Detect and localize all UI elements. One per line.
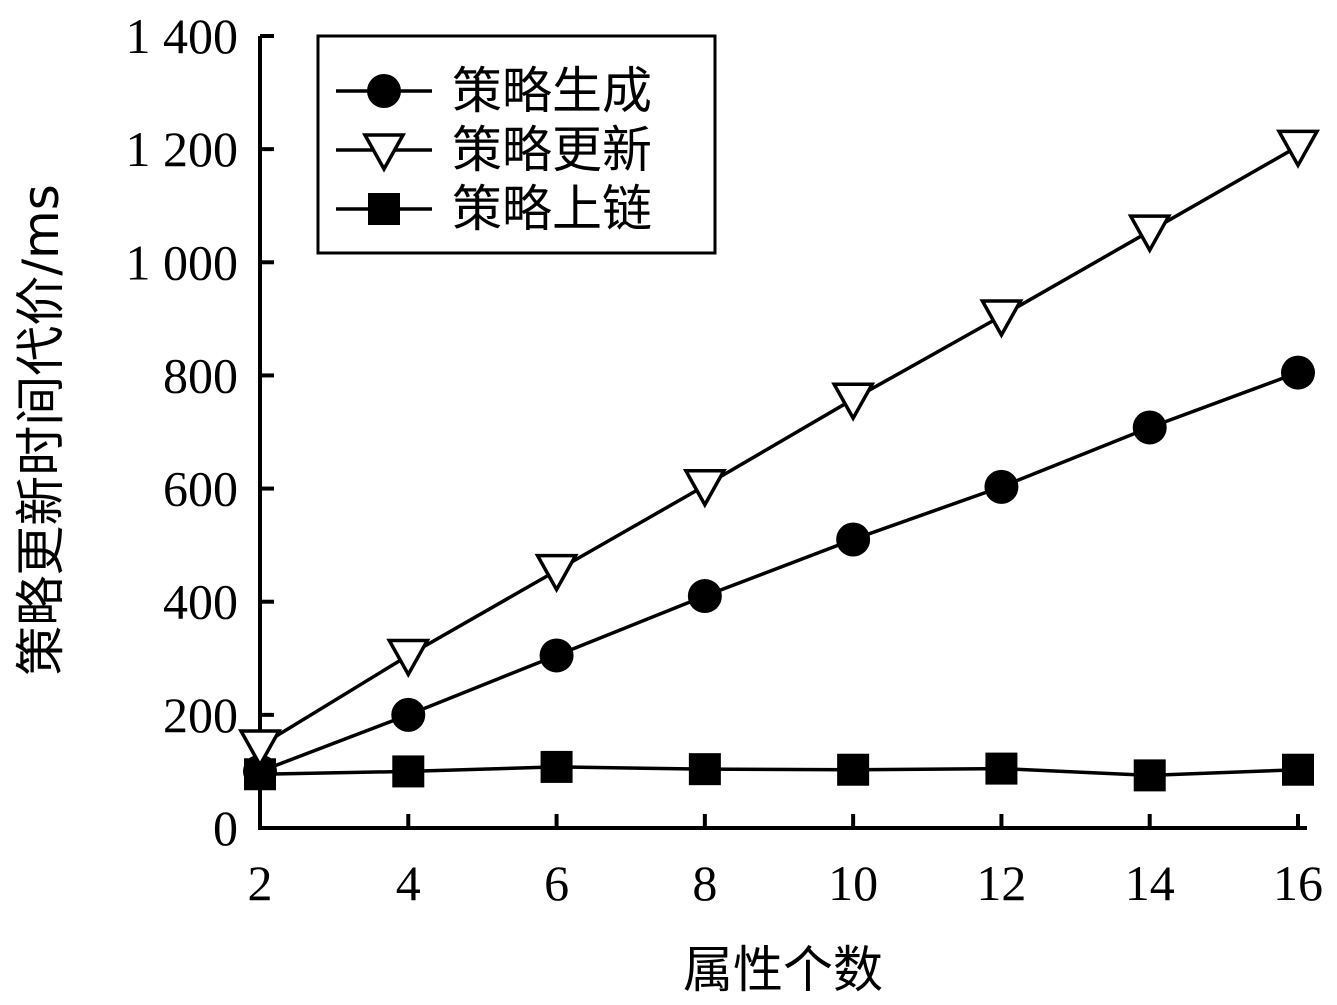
legend-label: 策略上链 xyxy=(452,180,652,238)
x-axis-title: 属性个数 xyxy=(683,941,883,999)
x-tick-label: 12 xyxy=(976,855,1026,911)
y-axis-title: 策略更新时间代价/ms xyxy=(12,184,70,676)
series-3-point xyxy=(688,753,721,786)
series-2-point xyxy=(682,468,727,509)
y-ticks: 0 200 400 600 800 1 000 1 200 1 400 xyxy=(126,8,274,856)
y-tick-label: 400 xyxy=(163,574,238,630)
series-2-point xyxy=(1276,129,1320,169)
legend-label: 策略生成 xyxy=(452,62,652,120)
y-tick-label: 600 xyxy=(163,461,238,517)
series-2-point xyxy=(1127,214,1172,254)
series-2-point xyxy=(534,553,579,594)
y-tick-label: 1 000 xyxy=(126,234,239,290)
series-3-point xyxy=(1133,759,1166,792)
y-tick-label: 1 200 xyxy=(126,121,239,177)
series-1-point xyxy=(1281,355,1315,390)
y-tick-label: 800 xyxy=(163,347,238,403)
series-layer xyxy=(238,129,1320,792)
series-1-point xyxy=(539,638,574,673)
x-tick-label: 14 xyxy=(1125,855,1175,911)
series-line-1 xyxy=(259,370,1299,774)
x-tick-label: 8 xyxy=(692,855,717,911)
series-2-point xyxy=(979,299,1024,339)
x-tick-label: 6 xyxy=(544,855,569,911)
series-1-point xyxy=(243,754,277,789)
legend-marker xyxy=(367,74,401,108)
series-line-3 xyxy=(259,765,1299,778)
x-tick-label: 10 xyxy=(828,855,878,911)
series-1-point xyxy=(687,579,722,614)
series-3-point xyxy=(837,753,870,786)
x-tick-label: 2 xyxy=(248,855,273,911)
x-ticks: 2 4 6 8 10 12 14 16 xyxy=(248,814,1323,911)
series-1-point xyxy=(984,469,1019,504)
series-2-point xyxy=(831,382,876,422)
series-3-point xyxy=(1282,753,1314,786)
legend-marker xyxy=(368,193,400,225)
series-2-point xyxy=(238,729,282,769)
series-1-point xyxy=(391,697,426,732)
series-1-point xyxy=(836,522,871,557)
series-1-point xyxy=(1132,410,1167,445)
legend-marker xyxy=(362,133,406,173)
x-tick-label: 16 xyxy=(1273,855,1323,911)
x-tick-label: 4 xyxy=(396,855,421,911)
y-tick-label: 200 xyxy=(163,687,238,743)
series-3-point xyxy=(985,752,1018,785)
legend-label: 策略更新 xyxy=(452,121,652,179)
y-tick-label: 1 400 xyxy=(126,8,239,64)
series-2-point xyxy=(386,638,431,679)
axes xyxy=(258,36,1307,830)
series-line-2 xyxy=(259,144,1299,748)
series-3-point xyxy=(392,755,425,788)
series-3-point xyxy=(540,750,573,783)
y-tick-label: 0 xyxy=(213,800,238,856)
